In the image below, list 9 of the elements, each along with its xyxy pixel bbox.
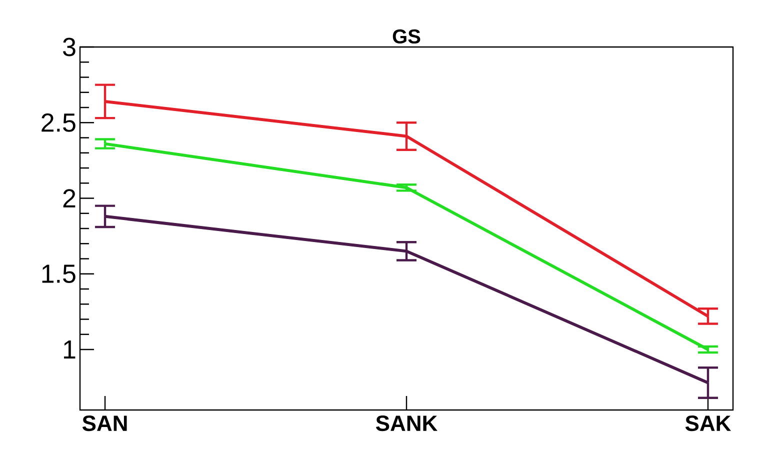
y-tick-label: 1.5	[42, 264, 76, 283]
y-tick-label: 3	[63, 38, 76, 56]
x-tick-label: SAN	[82, 416, 127, 432]
x-tick-label: SAK	[685, 416, 732, 432]
x-tick-label: SANK	[376, 416, 438, 432]
y-tick-label: 2	[63, 189, 76, 208]
y-tick-label: 2.5	[42, 113, 76, 132]
chart-title: GS	[392, 29, 420, 44]
y-tick-label: 1	[64, 340, 76, 358]
